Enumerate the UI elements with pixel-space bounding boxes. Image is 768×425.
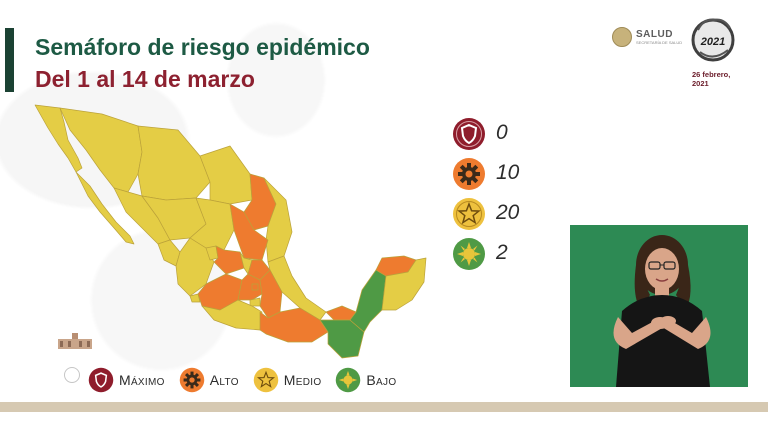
salud-label: SALUD (636, 29, 673, 40)
state-chiapas (319, 319, 365, 359)
sign-language-interpreter-video (570, 225, 748, 387)
state-quintana-roo (381, 257, 427, 311)
shield-icon (88, 367, 114, 393)
legend-medio-label: Medio (283, 372, 322, 388)
sun-icon (453, 238, 485, 270)
state-campeche (349, 269, 387, 333)
count-alto: 10 (452, 157, 542, 197)
count-maximo: 0 (452, 117, 542, 157)
state-baja-california (34, 104, 83, 173)
state-colima (189, 293, 201, 303)
legend-bajo: Bajo (335, 367, 396, 393)
state-guanajuato (213, 245, 245, 275)
bottom-band (0, 402, 768, 412)
small-seal-icon (64, 367, 80, 383)
count-maximo-value: 0 (496, 121, 508, 144)
count-bajo-value: 2 (496, 241, 508, 264)
gear-icon (453, 158, 485, 190)
state-san-luis-potosi (229, 203, 269, 261)
year-2021-logo: 2021 (691, 18, 735, 62)
state-baja-california-sur (75, 171, 135, 245)
legend: Máximo Alto Medio (88, 367, 410, 393)
salud-logo: SALUD SECRETARÍA DE SALUD (612, 27, 682, 47)
legend-bajo-label: Bajo (366, 372, 397, 388)
star-icon (453, 198, 485, 230)
state-coahuila (199, 145, 253, 205)
count-medio: 20 (452, 197, 542, 237)
page-subtitle: Del 1 al 14 de marzo (35, 66, 255, 92)
state-chihuahua (137, 125, 211, 201)
date-line-2: 2021 (692, 78, 709, 88)
page-title: Semáforo de riesgo epidémico (35, 34, 370, 60)
state-nayarit (157, 239, 181, 267)
shield-icon (453, 118, 485, 150)
legend-medio: Medio (253, 367, 322, 393)
gear-icon (179, 367, 204, 393)
legend-alto-label: Alto (209, 372, 239, 388)
risk-counts-panel: 0 10 20 (452, 117, 542, 277)
legend-maximo-label: Máximo (119, 372, 165, 388)
legend-maximo: Máximo (88, 367, 165, 393)
mexico-risk-map (34, 104, 427, 359)
year-label: 2021 (700, 36, 725, 48)
accent-bar (5, 28, 14, 92)
state-cdmx (251, 283, 259, 291)
salud-sublabel: SECRETARÍA DE SALUD (636, 40, 683, 45)
count-alto-value: 10 (496, 161, 520, 184)
palace-icon (58, 333, 92, 349)
count-bajo: 2 (452, 237, 542, 277)
interpreter-figure (613, 235, 711, 387)
date-label: 26 febrero, 2021 (692, 70, 731, 88)
date-line-1: 26 febrero, (692, 70, 731, 79)
state-guerrero (201, 299, 263, 331)
sun-icon (336, 367, 361, 393)
star-icon (253, 367, 279, 393)
legend-alto: Alto (179, 367, 239, 393)
national-seal-icon (612, 27, 632, 47)
count-medio-value: 20 (496, 201, 520, 224)
